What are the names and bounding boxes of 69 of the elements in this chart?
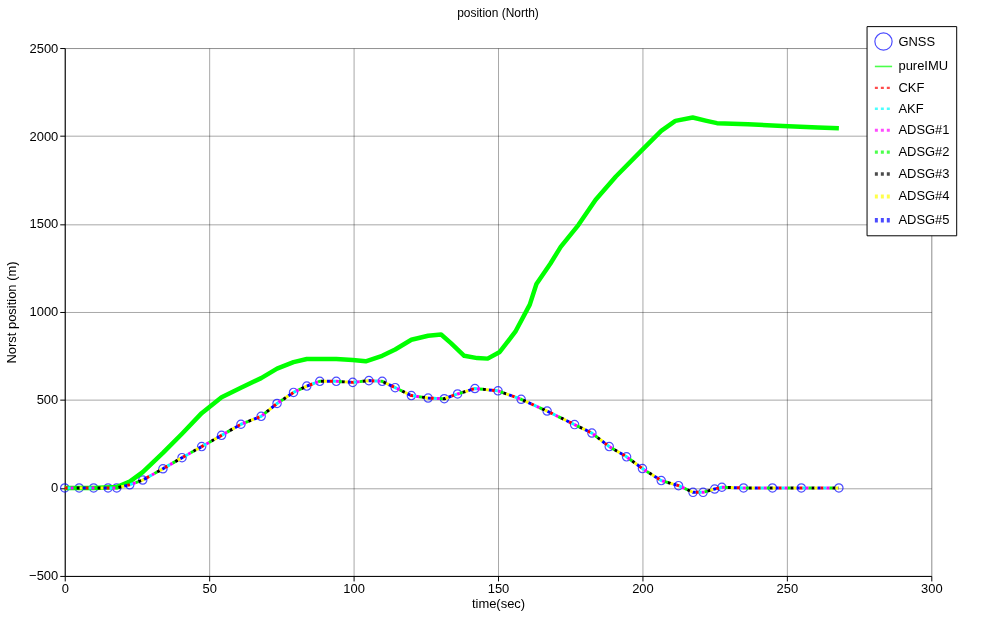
point — [796, 483, 807, 493]
legend-label: ADSG#5 — [898, 212, 950, 228]
point — [493, 386, 503, 396]
point — [698, 487, 708, 498]
point — [315, 376, 325, 387]
y-tick-label: 1500 — [29, 216, 59, 232]
legend-label: pureIMU — [898, 58, 949, 74]
point — [709, 484, 720, 494]
point — [59, 483, 70, 493]
x-tick-label: 150 — [487, 581, 510, 597]
point — [331, 376, 342, 387]
legend-label: GNSS — [898, 33, 936, 49]
point — [216, 430, 227, 441]
point — [364, 375, 374, 386]
point — [452, 389, 463, 399]
x-tick-label: 100 — [343, 581, 365, 597]
y-tick-label: −500 — [29, 568, 59, 584]
legend-label: ADSG#3 — [898, 166, 950, 182]
point — [177, 452, 187, 463]
point — [738, 483, 749, 493]
legend-label: ADSG#1 — [898, 122, 950, 138]
point — [516, 394, 526, 405]
point — [377, 376, 387, 387]
point — [637, 463, 648, 474]
point — [288, 387, 299, 398]
point — [423, 393, 433, 403]
point — [111, 483, 122, 493]
point — [196, 441, 207, 452]
legend-label: ADSG#4 — [898, 188, 950, 204]
point — [673, 480, 684, 491]
y-tick-label: 500 — [36, 392, 59, 408]
point — [569, 419, 580, 430]
point — [767, 483, 778, 493]
point — [137, 475, 148, 485]
y-tick-label: 0 — [51, 480, 59, 496]
x-tick-label: 200 — [632, 581, 654, 597]
point — [834, 483, 844, 493]
point — [256, 411, 266, 422]
point — [656, 475, 666, 486]
point — [74, 483, 84, 493]
y-axis-title: Norst position (m) — [4, 261, 20, 364]
y-tick-label: 2500 — [29, 40, 59, 56]
point — [587, 428, 597, 438]
point — [406, 390, 417, 401]
legend-label: CKF — [898, 79, 925, 95]
point — [272, 398, 282, 409]
y-tick-label: 1000 — [29, 304, 59, 320]
x-tick-label: 250 — [776, 581, 799, 597]
x-axis-title: time(sec) — [471, 596, 526, 612]
legend-label: AKF — [898, 100, 924, 116]
point — [604, 441, 614, 452]
point — [688, 487, 698, 498]
point — [88, 483, 99, 493]
legend-label: ADSG#2 — [898, 144, 950, 160]
y-tick-label: 2000 — [29, 128, 59, 144]
chart-title: position (North) — [457, 5, 539, 20]
point — [717, 482, 727, 493]
point — [347, 377, 358, 388]
point — [542, 406, 552, 416]
point — [470, 383, 480, 394]
point — [439, 393, 450, 404]
x-tick-label: 300 — [921, 581, 943, 597]
x-tick-label: 50 — [202, 581, 217, 597]
point — [302, 381, 312, 391]
x-tick-label: 0 — [61, 581, 69, 597]
point — [390, 382, 400, 393]
point — [158, 464, 168, 474]
point — [236, 419, 246, 430]
point — [621, 452, 632, 462]
